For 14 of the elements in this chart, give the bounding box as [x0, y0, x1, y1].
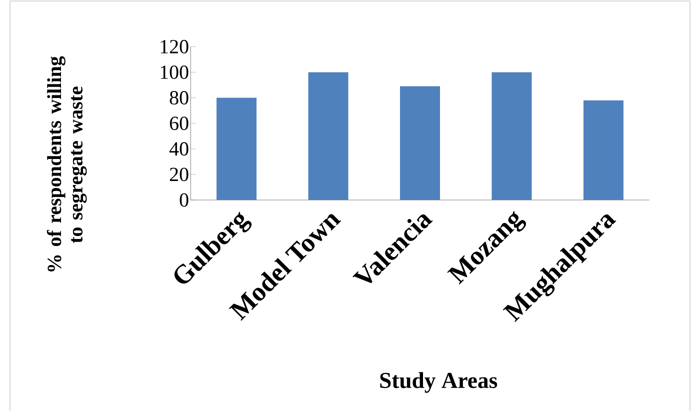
y-tick-label: 80	[170, 91, 188, 105]
y-tick-label: 60	[170, 116, 188, 130]
x-axis-title: Study Areas	[380, 372, 498, 393]
y-tick-label: 0	[180, 193, 188, 207]
bar	[216, 98, 257, 200]
bar	[492, 72, 532, 200]
y-tick-label: 100	[160, 65, 188, 79]
bar	[308, 72, 348, 200]
y-axis-title: % of respondents willing to segregate waste	[46, 56, 87, 272]
bar	[583, 100, 624, 200]
y-tick-label: 20	[170, 168, 188, 182]
bar	[400, 86, 440, 200]
y-tick-label: 40	[169, 142, 188, 156]
y-tick-label: 120	[160, 40, 188, 54]
